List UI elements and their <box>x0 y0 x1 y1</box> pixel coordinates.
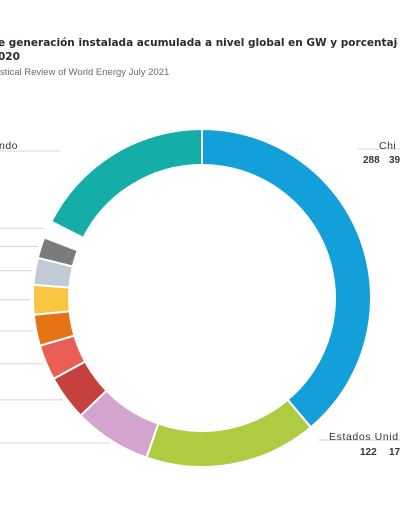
chart-title: e generación instalada acumulada a nivel… <box>0 36 398 64</box>
label-resto-del-mundo-name: ndo <box>0 140 18 152</box>
slice-resto-del-mundo <box>49 127 203 240</box>
leader-lines <box>0 148 400 444</box>
label-estados-unidos-value: 122 <box>360 447 377 458</box>
slice-china <box>201 127 372 429</box>
label-china-value: 288 <box>363 155 380 166</box>
chart-title-line-1: e generación instalada acumulada a nivel… <box>0 37 398 49</box>
slice-segment-7 <box>32 283 71 316</box>
label-china-name: Chi <box>379 140 396 152</box>
label-estados-unidos-name: Estados Unid <box>329 431 399 443</box>
label-china-pct: 39 <box>389 155 400 166</box>
slice-labels: Chi 288 39 Estados Unid 122 17 ndo <box>0 140 400 458</box>
chart-source: stical Review of World Energy July 2021 <box>0 67 170 78</box>
chart-title-line-2: 020 <box>0 51 20 63</box>
slice-estados-unidos <box>145 398 313 468</box>
label-estados-unidos-pct: 17 <box>389 447 400 458</box>
donut-slices <box>32 127 372 468</box>
